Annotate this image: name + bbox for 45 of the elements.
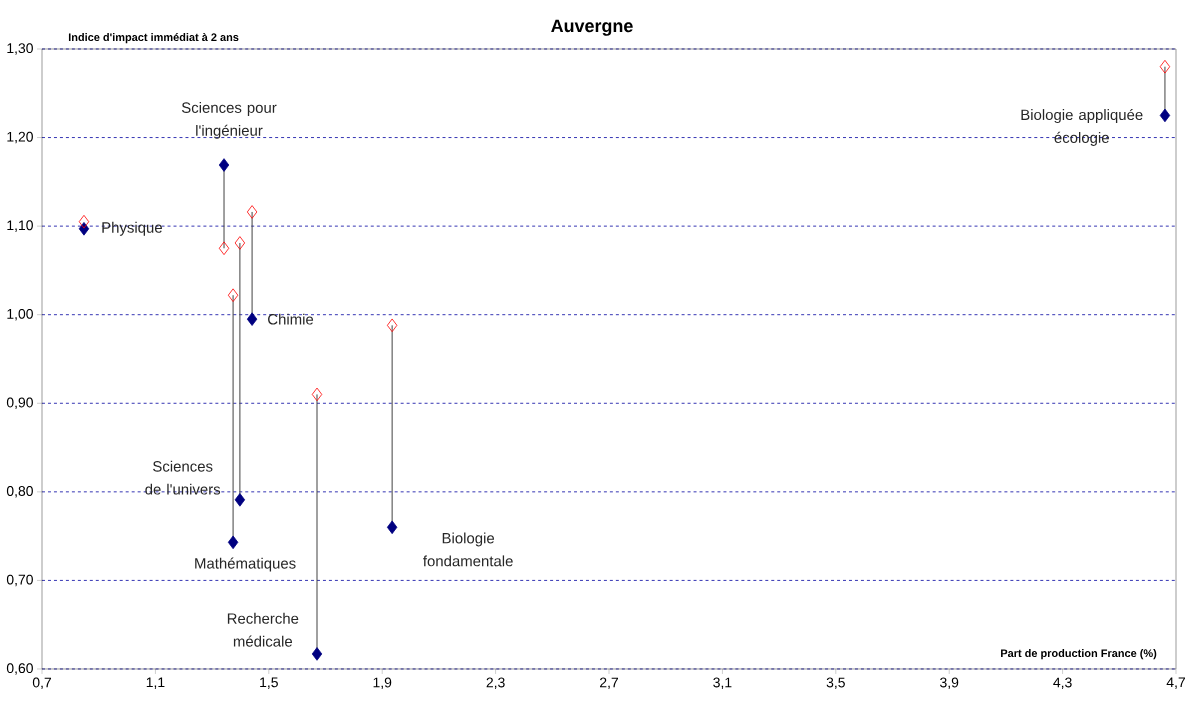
x-tick-label: 3,1: [713, 677, 732, 690]
y-tick-label: 1,00: [7, 308, 33, 321]
annotation: Sciences de l'univers: [145, 460, 221, 495]
point: [311, 387, 323, 402]
point: [227, 535, 239, 550]
annotation: Recherche médicale: [227, 612, 299, 647]
y-tick-label: 0,90: [6, 397, 33, 410]
y-tick-label: 0,80: [6, 486, 33, 498]
y-tick-label: 1,10: [7, 220, 33, 232]
x-tick-label: 2,7: [600, 677, 619, 690]
x-tick-label: 3,9: [940, 677, 959, 690]
annotation: Biologie fondamentale: [423, 532, 513, 567]
annotation: Biologie appliquée écologie: [1021, 108, 1143, 146]
y-axis-title: Indice d'impact immédiat à 2 ans: [68, 32, 239, 44]
x-tick-label: 0,7: [32, 677, 52, 690]
point: [234, 493, 246, 507]
x-tick-label: 1,9: [373, 677, 392, 690]
y-tick-label: 0,70: [6, 574, 33, 587]
annotation: Physique: [102, 221, 162, 236]
point: [386, 520, 398, 535]
point: [246, 205, 258, 219]
x-tick-label: 3,5: [826, 677, 845, 690]
x-tick-label: 2,3: [486, 677, 505, 690]
annotation: Sciences pour l'ingénieur: [181, 101, 277, 139]
x-tick-label: 1,1: [146, 677, 165, 689]
annotation: Mathématiques: [195, 557, 296, 572]
y-tick-label: 1,20: [7, 131, 33, 144]
point: [218, 241, 230, 256]
point: [311, 647, 323, 661]
point: [234, 236, 246, 250]
y-tick-label: 0,60: [6, 663, 33, 675]
point: [218, 158, 230, 172]
x-axis-title: Part de production France (%): [1001, 649, 1157, 660]
annotation: Chimie: [268, 313, 314, 325]
point: [1159, 108, 1171, 123]
x-tick-label: 1,5: [260, 677, 278, 689]
point: [246, 312, 258, 326]
point: [386, 318, 398, 333]
point: [1159, 59, 1171, 74]
y-tick-label: 1,30: [7, 43, 33, 55]
x-tick-label: 4,3: [1053, 677, 1072, 690]
point: [78, 214, 90, 229]
point: [227, 288, 239, 302]
x-tick-label: 4,7: [1166, 677, 1186, 689]
chart-title: Auvergne: [551, 19, 633, 36]
